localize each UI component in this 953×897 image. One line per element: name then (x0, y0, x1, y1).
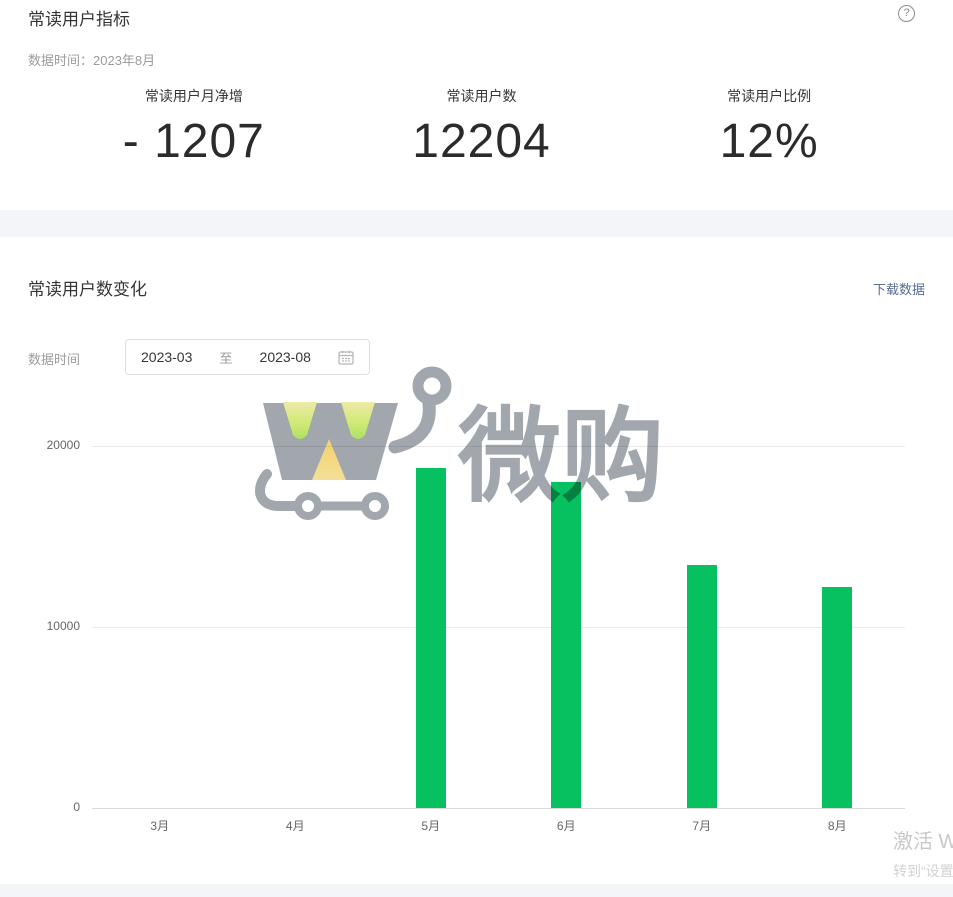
help-icon[interactable]: ? (898, 5, 915, 22)
date-range-separator: 至 (219, 350, 233, 366)
metric-net-increase: 常读用户月净增 - 1207 (50, 86, 338, 169)
y-tick-label: 10000 (46, 619, 80, 633)
activation-line2: 转到“设置”以激活 Windows。 (893, 863, 953, 879)
download-data-link[interactable]: 下载数据 (872, 282, 925, 297)
metrics-row: 常读用户月净增 - 1207 常读用户数 12204 常读用户比例 12% (50, 86, 913, 169)
windows-activation-watermark: 激活 Windows 转到“设置”以激活 Windows。 (893, 825, 953, 881)
chart-bar-6月[interactable] (551, 482, 582, 808)
x-tick-label: 6月 (556, 819, 576, 833)
chart-plot-area: 0 10000 20000 3月 4月 5月 6月 7月 8月 (47, 438, 905, 833)
page-title: 常读用户指标 (28, 10, 130, 29)
data-time-value: 2023年8月 (93, 53, 156, 68)
gridline (92, 446, 905, 447)
chart-bar-8月[interactable] (822, 587, 853, 808)
metrics-section: 常读用户指标 ? 数据时间：2023年8月 常读用户月净增 - 1207 常读用… (0, 0, 953, 210)
chart-bar-5月[interactable] (415, 467, 446, 808)
metric-label: 常读用户月净增 (144, 88, 243, 104)
metric-label: 常读用户比例 (727, 88, 812, 104)
metric-reader-count: 常读用户数 12204 (338, 86, 626, 169)
date-range-picker[interactable]: 2023-03 至 2023-08 (125, 339, 370, 375)
metric-value: 12% (719, 115, 819, 168)
x-tick-label: 4月 (285, 819, 305, 833)
date-range-end[interactable]: 2023-08 (259, 349, 311, 365)
bar-chart: 0 10000 20000 3月 4月 5月 6月 7月 8月 (0, 237, 953, 884)
trend-data-time-label: 数据时间 (28, 352, 81, 367)
trend-section-title: 常读用户数变化 (28, 280, 147, 299)
help-icon-glyph: ? (903, 7, 910, 19)
metric-value: - 1207 (122, 115, 265, 168)
chart-bar-7月[interactable] (686, 565, 717, 808)
x-axis-line (92, 808, 905, 809)
y-tick-label: 0 (73, 800, 80, 814)
trend-section: 常读用户数变化 下载数据 数据时间 2023-03 至 2023-08 0 100… (0, 237, 953, 884)
x-tick-label: 3月 (150, 819, 170, 833)
bottom-divider (0, 884, 953, 897)
date-range-start[interactable]: 2023-03 (141, 349, 193, 365)
calendar-icon[interactable] (338, 350, 354, 365)
metric-label: 常读用户数 (446, 88, 517, 104)
metric-value: 12204 (412, 115, 551, 168)
x-tick-label: 8月 (827, 819, 847, 833)
metric-reader-ratio: 常读用户比例 12% (625, 86, 913, 169)
data-time: 数据时间：2023年8月 (28, 53, 156, 68)
activation-line1: 激活 Windows (893, 831, 953, 853)
gridline (92, 627, 905, 628)
x-tick-label: 5月 (421, 819, 441, 833)
section-divider (0, 210, 953, 237)
x-tick-label: 7月 (692, 819, 712, 833)
y-tick-label: 20000 (46, 438, 80, 452)
